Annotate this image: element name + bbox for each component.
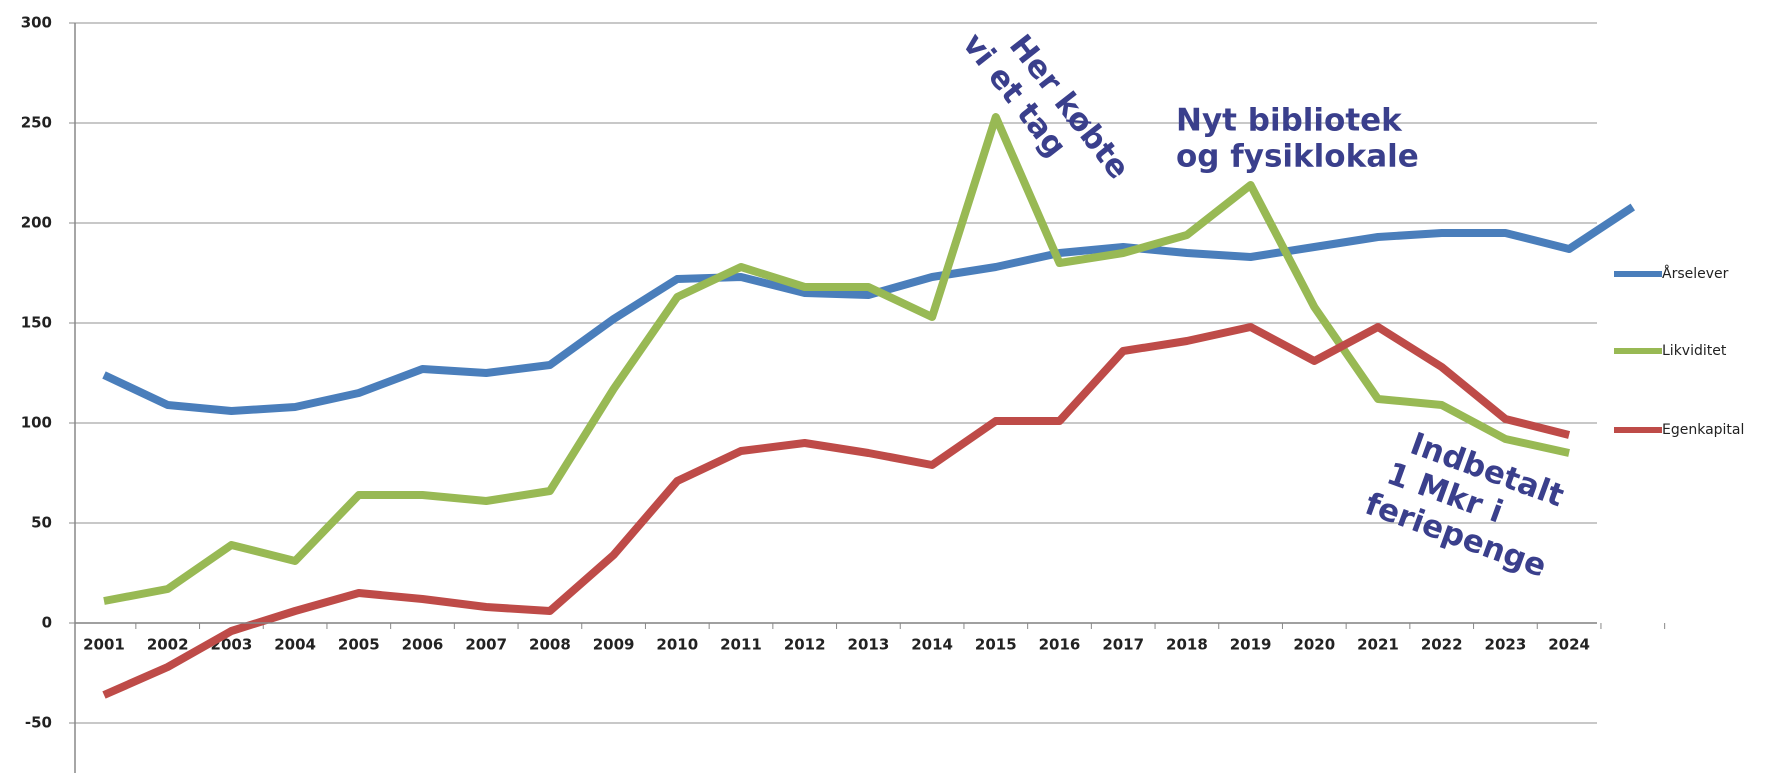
x-tick-label: 2022 (1421, 636, 1463, 654)
legend-label: Likviditet (1662, 343, 1727, 359)
y-tick-label: 150 (21, 314, 52, 332)
x-tick-label: 2011 (720, 636, 762, 654)
y-tick-label: 0 (42, 614, 52, 632)
legend-label: Årselever (1662, 265, 1729, 282)
x-tick-label: 2020 (1293, 636, 1335, 654)
x-tick-label: 2016 (1039, 636, 1081, 654)
series-line (103, 113, 1570, 605)
x-tick-label: 2006 (402, 636, 444, 654)
annotation-line: Nyt bibliotek (1176, 103, 1403, 139)
x-tick-label: 2015 (975, 636, 1017, 654)
x-tick-label: 2024 (1548, 636, 1590, 654)
x-tick-label: 2013 (848, 636, 890, 654)
y-tick-label: -50 (25, 714, 52, 732)
x-tick-label: 2014 (911, 636, 953, 654)
x-tick-label: 2009 (593, 636, 635, 654)
x-tick-label: 2017 (1102, 636, 1144, 654)
x-tick-label: 2001 (83, 636, 125, 654)
x-tick-label: 2019 (1230, 636, 1272, 654)
y-tick-label: 50 (31, 514, 52, 532)
x-tick-label: 2007 (465, 636, 507, 654)
x-tick-label: 2004 (274, 636, 316, 654)
x-tick-label: 2018 (1166, 636, 1208, 654)
x-tick-label: 2002 (147, 636, 189, 654)
series-line (102, 203, 1636, 415)
x-tick-label: 2023 (1485, 636, 1527, 654)
x-tick-label: 2012 (784, 636, 826, 654)
y-tick-label: 100 (21, 414, 52, 432)
y-tick-label: 250 (21, 114, 52, 132)
series-line (102, 323, 1571, 699)
x-tick-label: 2008 (529, 636, 571, 654)
y-tick-label: 200 (21, 214, 52, 232)
annotation-line: og fysiklokale (1176, 139, 1419, 175)
x-tick-label: 2010 (656, 636, 698, 654)
x-tick-label: 2005 (338, 636, 380, 654)
y-tick-label: 300 (21, 14, 52, 32)
legend-label: Egenkapital (1662, 422, 1744, 438)
x-tick-label: 2021 (1357, 636, 1399, 654)
